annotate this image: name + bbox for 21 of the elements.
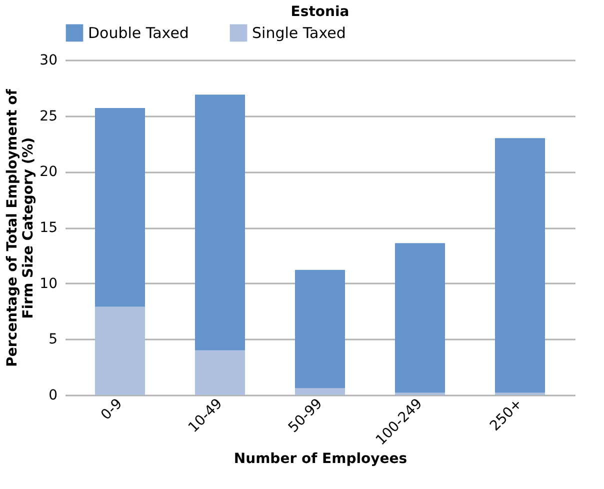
y-axis-title: Percentage of Total Employment of Firm Size Category (%) [4, 88, 37, 367]
bar [295, 270, 345, 388]
x-axis-title: Number of Employees [234, 450, 408, 467]
y-tick-label: 0 [48, 388, 58, 404]
legend-label: Single Taxed [252, 24, 346, 42]
bar [195, 94, 245, 350]
y-tick-label: 5 [48, 332, 58, 348]
y-tick-label: 30 [40, 52, 58, 68]
bar [495, 138, 545, 393]
bar [95, 306, 145, 395]
bar [195, 350, 245, 395]
y-tick-label: 15 [40, 220, 58, 236]
chart-title: Estonia [290, 4, 350, 20]
y-tick-label: 10 [40, 276, 58, 292]
bar [95, 108, 145, 307]
y-tick-label: 20 [40, 164, 58, 180]
bar [295, 388, 345, 395]
y-tick-label: 25 [40, 108, 58, 124]
x-tick-label: 0-9 [98, 396, 126, 424]
bar [395, 243, 445, 393]
legend-label: Double Taxed [88, 24, 189, 42]
